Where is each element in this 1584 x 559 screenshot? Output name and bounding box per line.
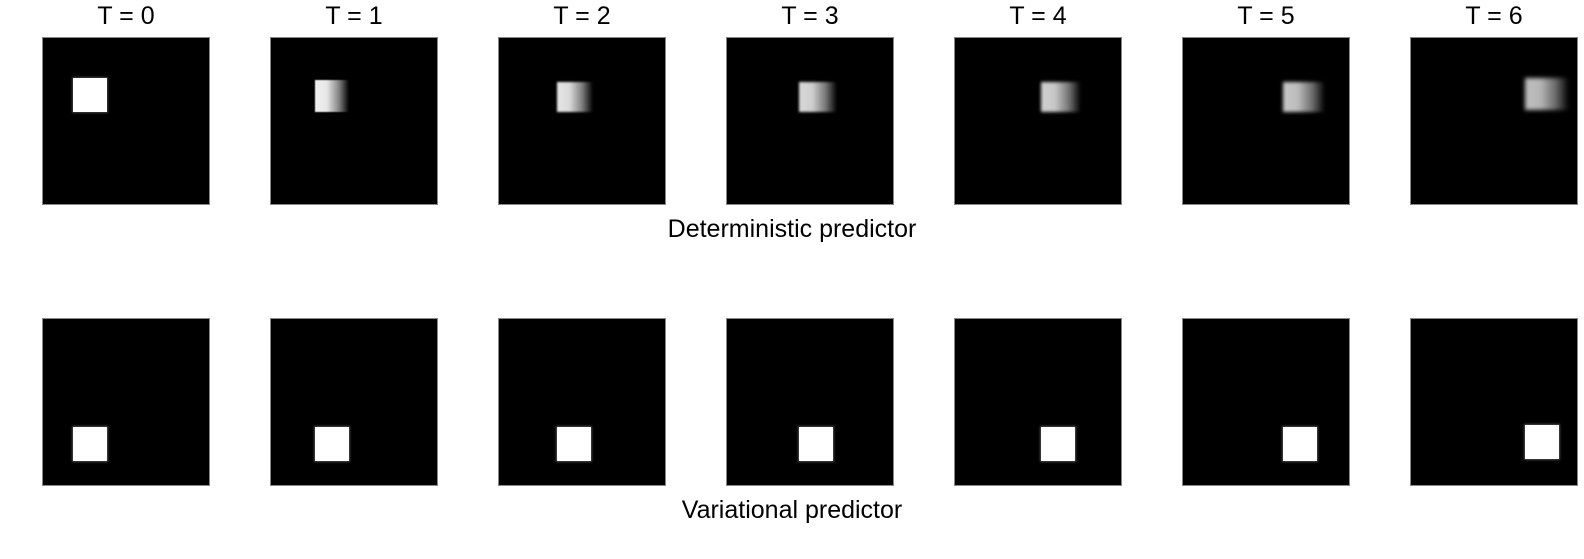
frame	[498, 318, 666, 486]
frame	[1182, 318, 1350, 486]
moving-square-blurred	[1283, 82, 1325, 112]
frame	[1410, 37, 1578, 205]
frame	[1410, 318, 1578, 486]
moving-square-blurred	[315, 80, 349, 112]
time-labels-row: T = 0 T = 1 T = 2 T = 3 T = 4 T = 5 T = …	[0, 0, 1584, 31]
moving-square-blurred	[557, 82, 593, 112]
moving-square-blurred	[1525, 78, 1569, 110]
moving-square	[557, 427, 591, 461]
frame	[726, 37, 894, 205]
time-label: T = 5	[1182, 2, 1350, 31]
frame	[1182, 37, 1350, 205]
variational-frames-row	[0, 318, 1584, 486]
frame	[270, 37, 438, 205]
moving-square	[799, 427, 833, 461]
time-label: T = 3	[726, 2, 894, 31]
frame	[726, 318, 894, 486]
frame	[498, 37, 666, 205]
moving-square	[73, 427, 107, 461]
moving-square	[1041, 427, 1075, 461]
variational-caption: Variational predictor	[0, 496, 1584, 525]
time-label: T = 0	[42, 2, 210, 31]
moving-square	[1525, 425, 1559, 459]
predictor-comparison-figure: T = 0 T = 1 T = 2 T = 3 T = 4 T = 5 T = …	[0, 0, 1584, 525]
frame	[954, 37, 1122, 205]
frame	[270, 318, 438, 486]
moving-square-blurred	[799, 82, 837, 112]
time-label: T = 2	[498, 2, 666, 31]
time-label: T = 6	[1410, 2, 1578, 31]
moving-square-blurred	[73, 78, 107, 112]
frame	[42, 37, 210, 205]
frame	[954, 318, 1122, 486]
moving-square-blurred	[1041, 82, 1081, 112]
time-label: T = 1	[270, 2, 438, 31]
moving-square	[315, 427, 349, 461]
deterministic-caption: Deterministic predictor	[0, 215, 1584, 244]
time-label: T = 4	[954, 2, 1122, 31]
deterministic-frames-row	[0, 37, 1584, 205]
frame	[42, 318, 210, 486]
moving-square	[1283, 427, 1317, 461]
